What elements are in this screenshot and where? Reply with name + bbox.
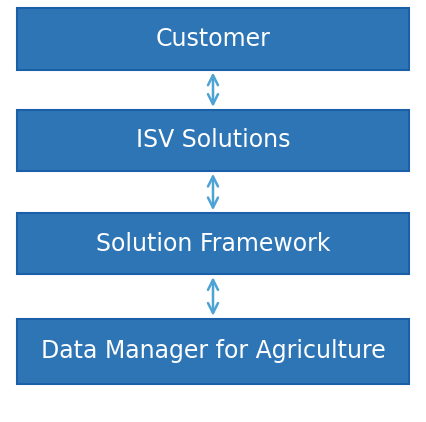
Text: Data Manager for Agriculture: Data Manager for Agriculture: [40, 339, 386, 363]
Text: ISV Solutions: ISV Solutions: [136, 128, 290, 152]
FancyBboxPatch shape: [17, 213, 409, 274]
FancyBboxPatch shape: [17, 8, 409, 70]
FancyBboxPatch shape: [17, 110, 409, 171]
Text: Customer: Customer: [155, 27, 271, 51]
Text: Solution Framework: Solution Framework: [96, 232, 330, 256]
FancyBboxPatch shape: [17, 319, 409, 384]
